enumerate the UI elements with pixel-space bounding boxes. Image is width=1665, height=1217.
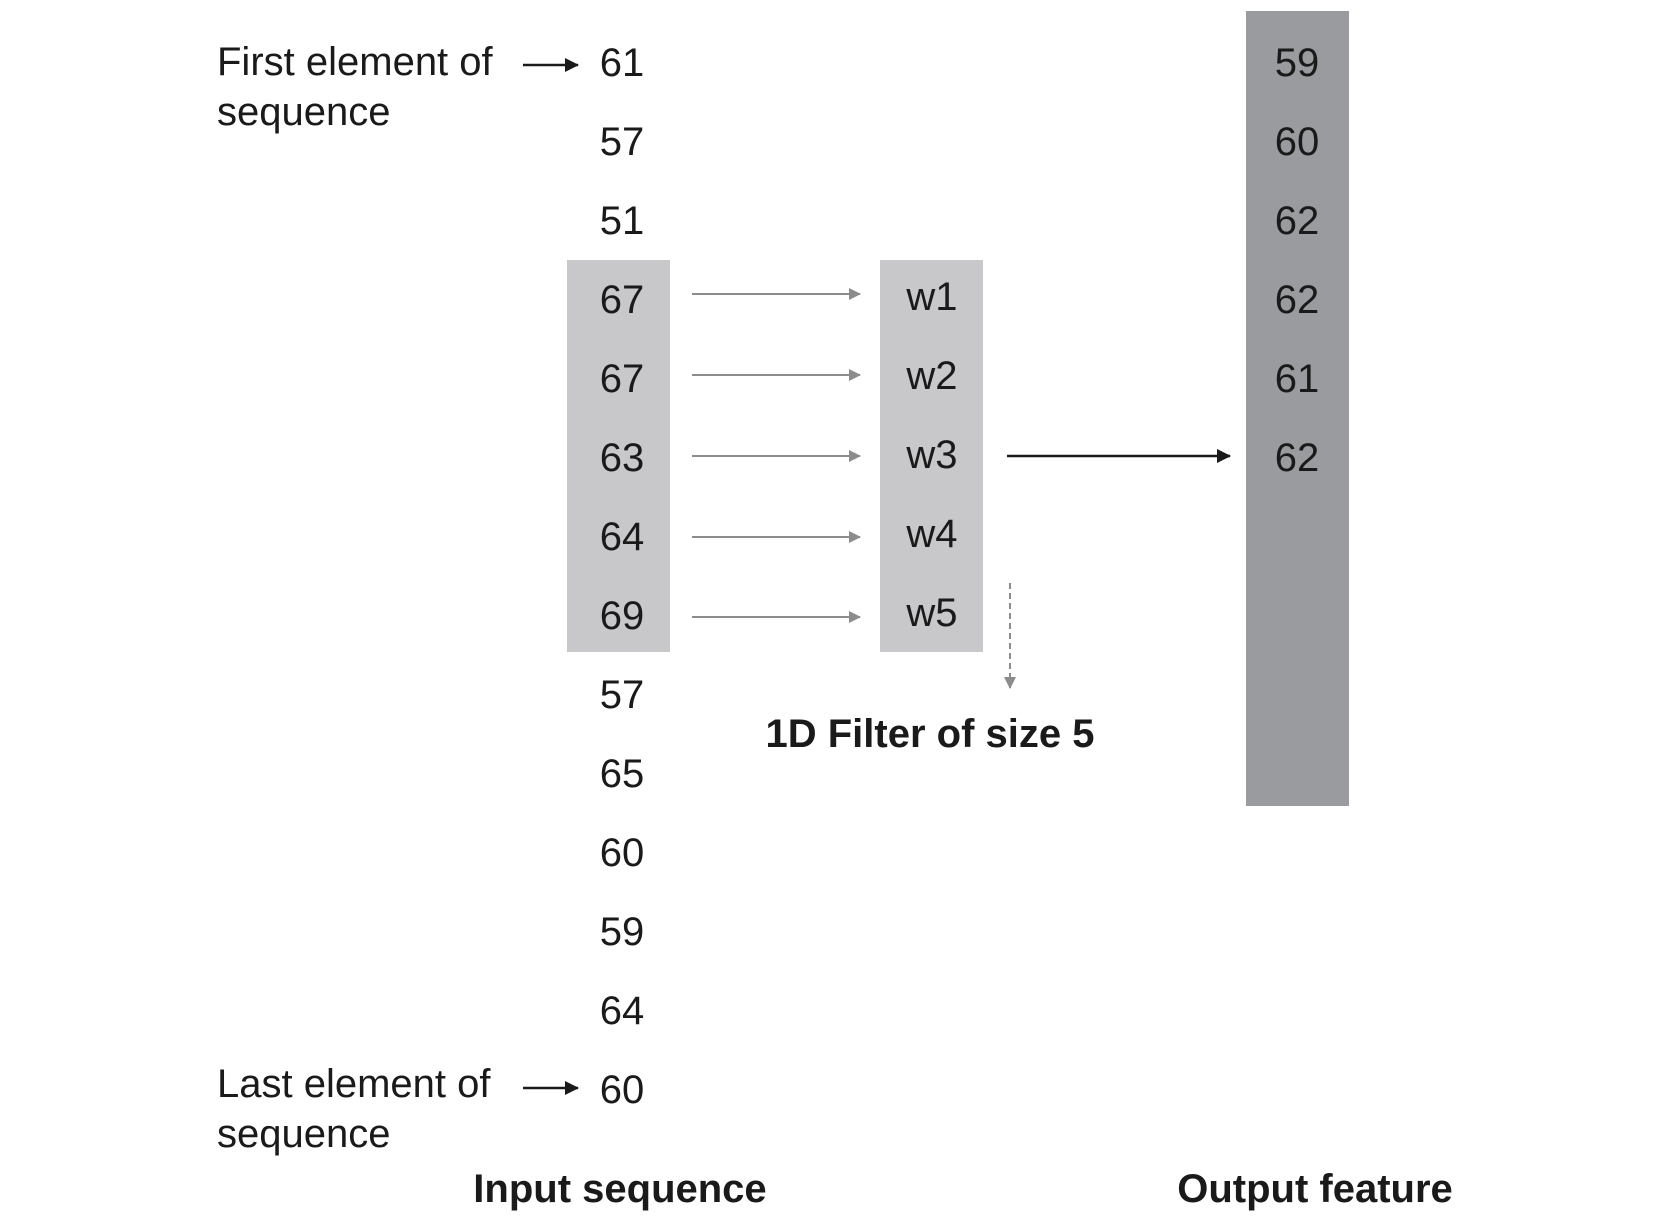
filter-box — [880, 260, 983, 652]
input-value: 51 — [599, 199, 645, 243]
input-value: 60 — [599, 1068, 645, 1112]
output-value: 62 — [1274, 199, 1320, 243]
last-element-label-line1: Last element of — [217, 1062, 491, 1106]
output-value: 60 — [1274, 120, 1320, 164]
input-value: 64 — [599, 989, 645, 1033]
input-value: 63 — [599, 436, 645, 480]
output-value: 62 — [1274, 436, 1320, 480]
input-value: 61 — [599, 41, 645, 85]
first-element-label-line1: First element of — [217, 40, 493, 84]
input-value: 57 — [599, 120, 645, 164]
output-value: 59 — [1274, 41, 1320, 85]
output-value: 61 — [1274, 357, 1320, 401]
input-value: 64 — [599, 515, 645, 559]
input-value: 67 — [599, 278, 645, 322]
filter-weight: w2 — [906, 354, 958, 398]
first-element-label-line2: sequence — [217, 90, 391, 134]
last-element-label-line2: sequence — [217, 1112, 391, 1156]
input-value: 65 — [599, 752, 645, 796]
input-value: 67 — [599, 357, 645, 401]
input-value: 60 — [599, 831, 645, 875]
input-window-highlight — [567, 260, 670, 652]
input-value: 59 — [599, 910, 645, 954]
filter-weight: w4 — [906, 512, 958, 556]
input-value: 57 — [599, 673, 645, 717]
output-value: 62 — [1274, 278, 1320, 322]
input-value: 69 — [599, 594, 645, 638]
filter-caption: 1D Filter of size 5 — [765, 712, 1095, 756]
filter-weight: w5 — [906, 591, 958, 635]
filter-weight: w1 — [906, 275, 958, 319]
filter-weight: w3 — [906, 433, 958, 477]
input-sequence-caption: Input sequence — [473, 1167, 767, 1211]
output-feature-column — [1246, 11, 1349, 806]
output-feature-caption: Output feature — [1177, 1167, 1453, 1211]
